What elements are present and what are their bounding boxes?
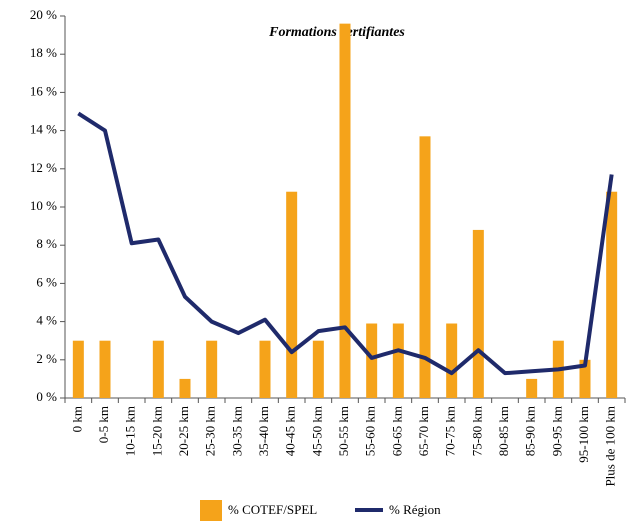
- bar: [446, 323, 458, 398]
- x-tick-label: 10-15 km: [123, 406, 138, 456]
- legend-label: % COTEF/SPEL: [228, 502, 317, 517]
- y-tick-label: 12 %: [30, 160, 57, 175]
- x-tick-label: 65-70 km: [416, 406, 431, 456]
- y-tick-label: 6 %: [36, 274, 57, 289]
- x-tick-label: 55-60 km: [363, 406, 378, 456]
- x-tick-label: 30-35 km: [229, 406, 244, 456]
- legend-swatch: [200, 500, 222, 521]
- bar: [72, 340, 84, 398]
- x-tick-label: 15-20 km: [149, 406, 164, 456]
- bar: [206, 340, 218, 398]
- bar: [419, 136, 431, 398]
- y-tick-label: 0 %: [36, 389, 57, 404]
- bar: [579, 359, 591, 398]
- x-tick-label: 70-75 km: [443, 406, 458, 456]
- y-tick-label: 16 %: [30, 83, 57, 98]
- line: [77, 111, 614, 376]
- x-tick-label: 85-90 km: [523, 406, 538, 456]
- y-tick-label: 14 %: [30, 122, 57, 137]
- y-tick-label: 18 %: [30, 45, 57, 60]
- legend-label: % Région: [389, 502, 441, 517]
- x-tick-label: 50-55 km: [336, 406, 351, 456]
- x-tick-label: 80-85 km: [496, 406, 511, 456]
- bar: [339, 23, 351, 398]
- bar: [99, 340, 111, 398]
- bar: [606, 191, 618, 398]
- bar: [472, 229, 484, 398]
- y-tick-label: 10 %: [30, 198, 57, 213]
- y-tick-label: 2 %: [36, 351, 57, 366]
- bar: [152, 340, 164, 398]
- bar: [392, 323, 404, 398]
- bar: [312, 340, 324, 398]
- x-tick-label: 0-5 km: [96, 406, 111, 443]
- y-tick-label: 20 %: [30, 7, 57, 22]
- x-tick-label: 20-25 km: [176, 406, 191, 456]
- x-tick-label: 0 km: [69, 406, 84, 432]
- bar: [366, 323, 378, 398]
- x-tick-label: 75-80 km: [469, 406, 484, 456]
- y-tick-label: 8 %: [36, 236, 57, 251]
- x-tick-label: 90-95 km: [549, 406, 564, 456]
- x-tick-label: 35-40 km: [256, 406, 271, 456]
- x-tick-label: Plus de 100 km: [603, 406, 618, 487]
- y-tick-label: 4 %: [36, 313, 57, 328]
- bar: [259, 340, 271, 398]
- x-tick-label: 25-30 km: [203, 406, 218, 456]
- x-tick-label: 45-50 km: [309, 406, 324, 456]
- bar: [526, 378, 538, 398]
- chart-title: Formations certifiantes: [268, 25, 405, 40]
- x-tick-label: 60-65 km: [389, 406, 404, 456]
- bar: [179, 378, 191, 398]
- x-tick-label: 40-45 km: [283, 406, 298, 456]
- x-tick-label: 95-100 km: [576, 406, 591, 463]
- bar: [286, 191, 298, 398]
